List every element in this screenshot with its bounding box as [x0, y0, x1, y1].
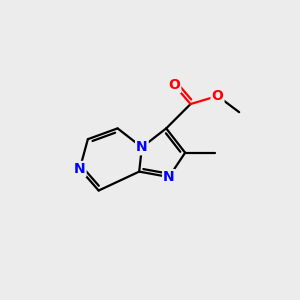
Text: N: N: [136, 140, 148, 154]
Text: N: N: [163, 170, 175, 184]
Text: O: O: [212, 89, 224, 103]
Text: O: O: [168, 78, 180, 92]
Text: N: N: [74, 162, 85, 176]
